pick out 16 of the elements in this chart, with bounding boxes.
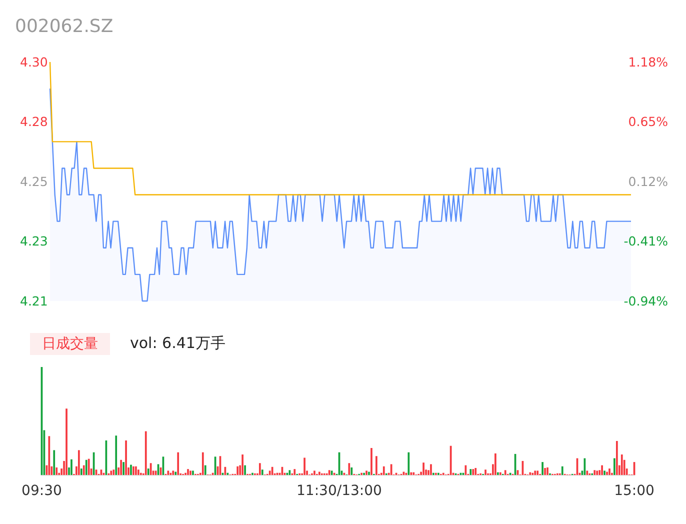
x-tick-label: 09:30: [22, 483, 62, 499]
y2-tick-label: -0.94%: [624, 293, 668, 308]
y-tick-label: 4.25: [20, 174, 48, 189]
y-tick-label: 4.28: [20, 114, 48, 130]
y2-tick-label: -0.41%: [624, 234, 668, 249]
chart-title: 002062.SZ: [15, 16, 114, 37]
chart-title: 日成交量: [42, 336, 98, 352]
y2-tick-label: 0.12%: [628, 174, 668, 189]
x-tick-label: 15:00: [614, 483, 654, 499]
y-tick-label: 4.21: [20, 293, 48, 308]
y2-tick-label: 0.65%: [628, 114, 668, 130]
chart-subtitle: vol: 6.41万手: [130, 334, 226, 352]
y-tick-label: 4.23: [20, 234, 48, 249]
y2-tick-label: 1.18%: [628, 54, 668, 70]
y-tick-label: 4.30: [20, 54, 48, 70]
x-tick-label: 11:30/13:00: [296, 483, 382, 499]
